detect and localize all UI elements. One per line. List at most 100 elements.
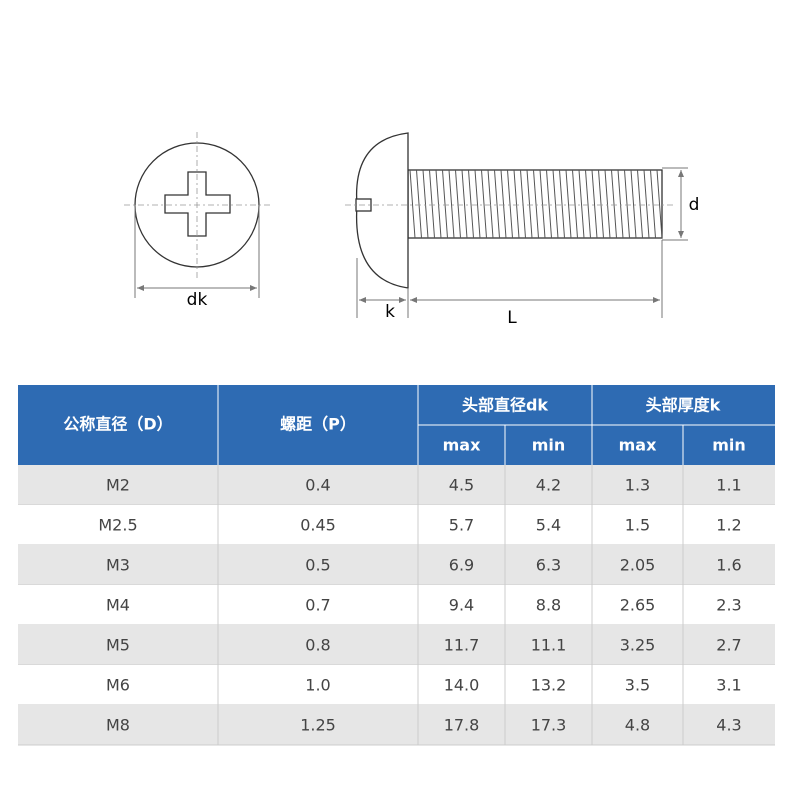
thread: [572, 169, 578, 239]
cell: 5.7: [449, 516, 474, 535]
cell: M8: [106, 716, 130, 735]
cell: 1.25: [300, 716, 336, 735]
cell: 1.2: [716, 516, 741, 535]
thread: [448, 169, 455, 239]
thread: [461, 169, 468, 239]
thread: [598, 169, 604, 239]
thread: [624, 169, 630, 239]
thread: [565, 169, 572, 239]
cell: 1.3: [625, 476, 650, 495]
row-bg: [18, 465, 775, 505]
thread: [468, 169, 474, 239]
thread: [474, 169, 481, 239]
thread: [650, 169, 656, 239]
cell: 13.2: [531, 676, 567, 695]
header-cell: 螺距（P）: [280, 415, 356, 434]
k-label: k: [385, 302, 395, 322]
cell: 4.8: [625, 716, 650, 735]
thread: [637, 169, 643, 239]
row-bg: [18, 625, 775, 665]
header-cell: min: [532, 436, 566, 455]
thread: [630, 169, 637, 239]
thread: [442, 169, 448, 239]
cell: M2.5: [98, 516, 137, 535]
thread: [435, 169, 442, 239]
cell: M4: [106, 596, 130, 615]
cell: 4.5: [449, 476, 474, 495]
cell: 0.4: [305, 476, 330, 495]
cell: 9.4: [449, 596, 474, 615]
cell: 1.1: [716, 476, 741, 495]
cell: 11.1: [531, 636, 567, 655]
cell: 6.9: [449, 556, 474, 575]
cell: 14.0: [444, 676, 480, 695]
cell: 0.5: [305, 556, 330, 575]
cell: 1.0: [305, 676, 330, 695]
cell: 4.3: [716, 716, 741, 735]
row-bg: [18, 545, 775, 585]
cell: M6: [106, 676, 130, 695]
cell: M5: [106, 636, 130, 655]
thread: [513, 169, 520, 239]
thread: [643, 169, 650, 239]
dk-label: dk: [187, 290, 208, 310]
cell: 5.4: [536, 516, 561, 535]
thread: [559, 169, 565, 239]
thread: [494, 169, 500, 239]
thread: [617, 169, 624, 239]
thread: [487, 169, 494, 239]
header-cell: max: [619, 436, 657, 455]
header-cell: 头部厚度k: [646, 396, 721, 415]
cell: 2.3: [716, 596, 741, 615]
thread: [578, 169, 585, 239]
thread: [526, 169, 533, 239]
thread: [656, 169, 663, 239]
header-cell: min: [712, 436, 746, 455]
cell: 1.6: [716, 556, 741, 575]
cell: 0.45: [300, 516, 336, 535]
thread: [429, 169, 435, 239]
spec-table: 公称直径（D） 螺距（P） 头部直径dk 头部厚度k max min max min M2 0.4…: [18, 385, 775, 746]
thread: [481, 169, 487, 239]
L-label: L: [507, 308, 517, 328]
thread: [422, 169, 429, 239]
cell: M3: [106, 556, 130, 575]
screw-diagram: dk k L d: [124, 132, 699, 328]
cell: 8.8: [536, 596, 561, 615]
thread: [539, 169, 546, 239]
row-bg: [18, 505, 775, 545]
thread: [533, 169, 539, 239]
thread: [455, 169, 461, 239]
cell: 17.8: [444, 716, 480, 735]
cell: 3.25: [620, 636, 656, 655]
thread: [585, 169, 591, 239]
phillips-recess: [164, 171, 231, 237]
cell: 1.5: [625, 516, 650, 535]
cell: M2: [106, 476, 130, 495]
cell: 3.1: [716, 676, 741, 695]
row-bg: [18, 705, 775, 745]
row-bg: [18, 665, 775, 705]
cell: 3.5: [625, 676, 650, 695]
row-bg: [18, 585, 775, 625]
thread: [416, 169, 422, 239]
thread: [520, 169, 526, 239]
thread: [604, 169, 611, 239]
thread: [500, 169, 507, 239]
cell: 6.3: [536, 556, 561, 575]
thread: [591, 169, 598, 239]
cell: 0.8: [305, 636, 330, 655]
cell: 2.7: [716, 636, 741, 655]
cell: 2.05: [620, 556, 656, 575]
header-cell: 公称直径（D）: [63, 415, 172, 434]
threaded-shaft: [407, 169, 663, 239]
cell: 4.2: [536, 476, 561, 495]
thread: [507, 169, 513, 239]
cell: 17.3: [531, 716, 567, 735]
cell: 11.7: [444, 636, 480, 655]
thread: [409, 169, 416, 239]
thread: [546, 169, 552, 239]
cell: 2.65: [620, 596, 656, 615]
thread: [611, 169, 617, 239]
